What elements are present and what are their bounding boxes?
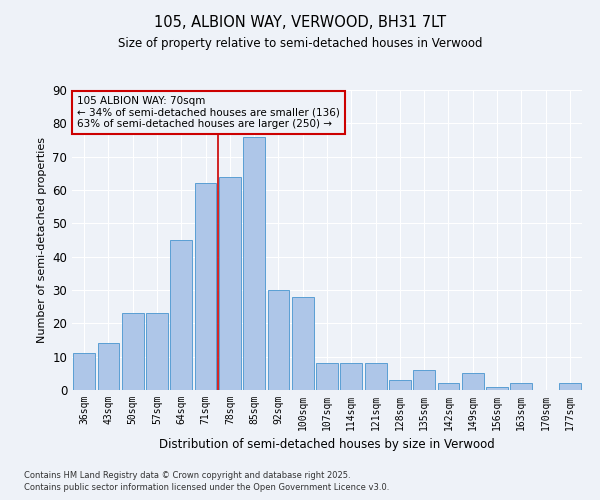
Bar <box>413 370 435 390</box>
Bar <box>243 136 265 390</box>
Text: 105 ALBION WAY: 70sqm
← 34% of semi-detached houses are smaller (136)
63% of sem: 105 ALBION WAY: 70sqm ← 34% of semi-deta… <box>77 96 340 129</box>
Text: Contains HM Land Registry data © Crown copyright and database right 2025.: Contains HM Land Registry data © Crown c… <box>24 471 350 480</box>
Bar <box>268 290 289 390</box>
Bar <box>316 364 338 390</box>
Text: Size of property relative to semi-detached houses in Verwood: Size of property relative to semi-detach… <box>118 38 482 51</box>
Bar <box>389 380 411 390</box>
Bar <box>73 354 95 390</box>
Bar <box>219 176 241 390</box>
Bar <box>559 384 581 390</box>
Bar <box>365 364 386 390</box>
Bar <box>340 364 362 390</box>
Bar <box>146 314 168 390</box>
Bar <box>122 314 143 390</box>
Bar <box>292 296 314 390</box>
X-axis label: Distribution of semi-detached houses by size in Verwood: Distribution of semi-detached houses by … <box>159 438 495 452</box>
Text: Contains public sector information licensed under the Open Government Licence v3: Contains public sector information licen… <box>24 484 389 492</box>
Bar <box>437 384 460 390</box>
Bar <box>97 344 119 390</box>
Bar <box>170 240 192 390</box>
Bar <box>511 384 532 390</box>
Text: 105, ALBION WAY, VERWOOD, BH31 7LT: 105, ALBION WAY, VERWOOD, BH31 7LT <box>154 15 446 30</box>
Bar <box>486 386 508 390</box>
Bar <box>194 184 217 390</box>
Y-axis label: Number of semi-detached properties: Number of semi-detached properties <box>37 137 47 343</box>
Bar <box>462 374 484 390</box>
